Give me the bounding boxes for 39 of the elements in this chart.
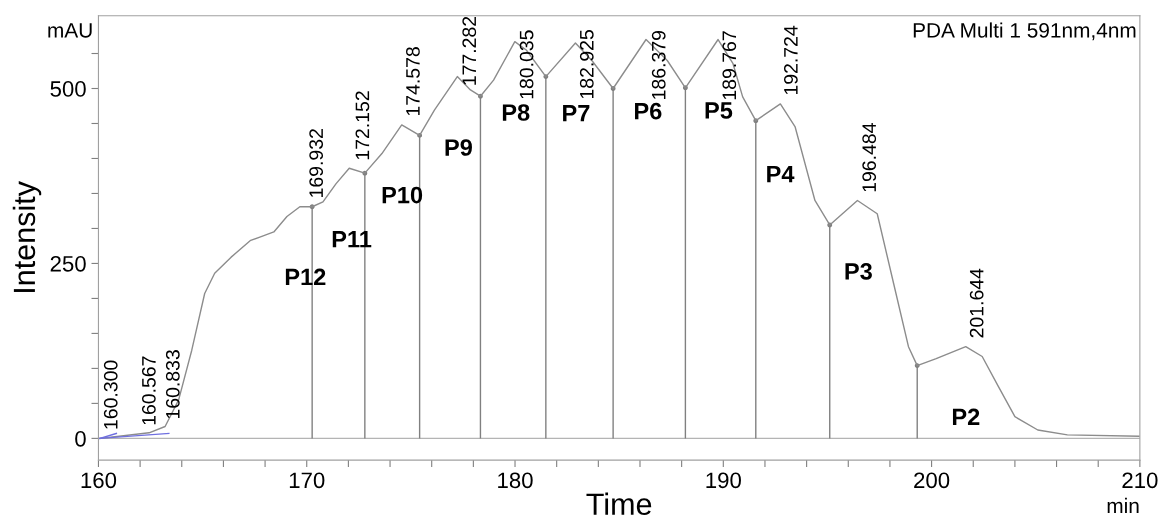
y-tick-label: 250 bbox=[50, 255, 86, 272]
annotation: 160.567 bbox=[141, 356, 156, 425]
annotation: 160.300 bbox=[103, 360, 118, 429]
annotation: P8 bbox=[502, 104, 530, 121]
annotation: 180.035 bbox=[519, 30, 534, 99]
annotation: 186.379 bbox=[651, 31, 666, 99]
annotation: 182.925 bbox=[579, 30, 594, 99]
annotation: P2 bbox=[952, 408, 980, 426]
annotation: P7 bbox=[563, 105, 590, 122]
x-tick-label: 210 bbox=[1122, 472, 1158, 489]
annotation: P5 bbox=[705, 102, 733, 119]
x-tick-label: 160 bbox=[81, 472, 117, 489]
annotation: P6 bbox=[635, 102, 662, 120]
x-tick-label: 190 bbox=[706, 472, 741, 489]
annotation: 196.484 bbox=[862, 123, 877, 192]
annotation: 189.767 bbox=[722, 31, 737, 100]
x-tick-label: 200 bbox=[914, 472, 950, 489]
annotation: P3 bbox=[845, 263, 872, 280]
annotation: P9 bbox=[445, 139, 472, 156]
annotation: P4 bbox=[767, 165, 795, 183]
y-axis-title: Intensity bbox=[12, 181, 42, 292]
text: mAU bbox=[48, 23, 92, 38]
annotation: 174.578 bbox=[406, 47, 420, 116]
x-tick-label: 180 bbox=[498, 472, 533, 489]
x-tick-label: 170 bbox=[289, 472, 325, 489]
y-tick-label: 0 bbox=[75, 430, 86, 447]
annotation: P10 bbox=[382, 186, 423, 204]
annotation: 177.282 bbox=[462, 16, 477, 85]
annotation: PDA Multi 1 591nm,4nm bbox=[913, 22, 1136, 41]
y-tick-label: 500 bbox=[50, 81, 86, 97]
annotation: 172.152 bbox=[355, 91, 370, 160]
text: min bbox=[1107, 497, 1139, 513]
annotation: 169.932 bbox=[309, 129, 324, 197]
annotation: 201.644 bbox=[969, 268, 984, 338]
annotation: P12 bbox=[285, 268, 326, 286]
annotation: 192.724 bbox=[783, 25, 798, 95]
x-axis-title: Time bbox=[586, 492, 652, 516]
annotation: 160.833 bbox=[165, 350, 180, 419]
annotation: P11 bbox=[332, 231, 372, 248]
